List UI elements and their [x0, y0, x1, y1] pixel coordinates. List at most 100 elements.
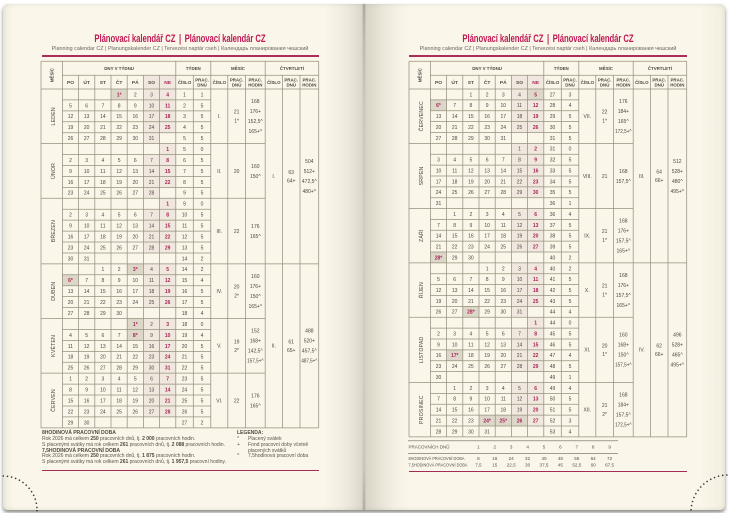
svg-text:5: 5	[183, 147, 186, 153]
svg-text:0: 0	[569, 321, 572, 327]
svg-text:IV.: IV.	[639, 348, 645, 354]
svg-text:5: 5	[569, 190, 572, 196]
svg-text:5: 5	[201, 213, 204, 219]
svg-text:66+: 66+	[655, 352, 664, 358]
svg-text:10: 10	[484, 223, 490, 229]
svg-text:15: 15	[492, 462, 498, 467]
svg-text:28: 28	[149, 191, 155, 197]
svg-text:24: 24	[436, 190, 442, 196]
svg-text:3: 3	[518, 266, 521, 272]
svg-text:7: 7	[518, 331, 521, 337]
svg-text:MĚSÍC: MĚSÍC	[599, 66, 614, 71]
svg-text:PRAC.: PRAC.	[303, 77, 317, 82]
svg-text:5: 5	[201, 224, 204, 230]
svg-text:17: 17	[100, 398, 106, 404]
svg-text:9: 9	[608, 445, 611, 450]
svg-text:3: 3	[486, 212, 489, 218]
svg-text:20: 20	[501, 353, 507, 359]
svg-text:18: 18	[116, 398, 122, 404]
svg-text:21: 21	[182, 355, 188, 361]
svg-text:11: 11	[149, 278, 154, 284]
svg-text:5: 5	[201, 125, 204, 131]
svg-text:25: 25	[100, 191, 106, 197]
svg-text:8: 8	[69, 387, 72, 393]
svg-text:18: 18	[452, 179, 458, 185]
svg-text:ST: ST	[468, 80, 474, 86]
svg-text:14: 14	[149, 169, 155, 175]
svg-text:3: 3	[183, 114, 186, 120]
svg-text:1: 1	[569, 201, 572, 207]
svg-text:16: 16	[468, 408, 474, 414]
svg-text:3: 3	[437, 158, 440, 164]
svg-text:487,5+^: 487,5+^	[301, 359, 318, 365]
svg-text:7,5: 7,5	[475, 462, 482, 467]
svg-text:11: 11	[501, 223, 506, 229]
svg-text:28: 28	[517, 364, 523, 370]
svg-text:PRAC.: PRAC.	[652, 77, 666, 82]
svg-text:25: 25	[149, 300, 155, 306]
svg-text:0: 0	[201, 202, 204, 208]
svg-text:7,5HODINOVÁ PRACOVNÍ DOBA: 7,5HODINOVÁ PRACOVNÍ DOBA	[409, 461, 469, 467]
svg-text:165+^: 165+^	[249, 304, 263, 310]
svg-text:23: 23	[68, 245, 74, 251]
svg-text:29: 29	[116, 136, 122, 142]
svg-text:7: 7	[576, 445, 579, 450]
svg-text:165^: 165^	[250, 234, 261, 240]
svg-text:4: 4	[569, 429, 572, 435]
svg-text:28: 28	[100, 136, 106, 142]
svg-text:21: 21	[116, 355, 122, 361]
svg-text:63: 63	[288, 170, 294, 176]
svg-text:5: 5	[201, 234, 204, 240]
svg-text:2: 2	[69, 158, 72, 164]
svg-text:7: 7	[85, 278, 88, 284]
svg-text:31: 31	[550, 136, 556, 142]
svg-text:8*: 8*	[133, 333, 138, 339]
svg-text:14: 14	[452, 114, 458, 120]
svg-text:5: 5	[569, 331, 572, 337]
svg-text:28*: 28*	[467, 310, 475, 316]
svg-text:22: 22	[133, 355, 139, 361]
svg-text:19: 19	[468, 179, 474, 185]
svg-text:19: 19	[84, 355, 90, 361]
svg-text:165+^: 165+^	[617, 303, 631, 309]
svg-text:17: 17	[133, 289, 139, 295]
svg-text:495+^: 495+^	[671, 363, 685, 369]
svg-text:11: 11	[116, 387, 121, 393]
svg-text:VII.: VII.	[584, 114, 592, 120]
svg-text:21: 21	[149, 180, 155, 186]
svg-text:31: 31	[501, 136, 507, 142]
svg-text:7: 7	[437, 223, 440, 229]
svg-text:5: 5	[569, 114, 572, 120]
svg-text:2*: 2*	[602, 412, 607, 418]
svg-text:56: 56	[574, 456, 580, 461]
svg-text:13: 13	[100, 344, 106, 350]
svg-text:2: 2	[486, 92, 489, 98]
svg-text:25: 25	[100, 245, 106, 251]
svg-text:2: 2	[470, 212, 473, 218]
svg-text:3: 3	[85, 158, 88, 164]
svg-text:22: 22	[68, 409, 74, 415]
svg-text:26: 26	[436, 310, 442, 316]
svg-text:47: 47	[550, 353, 556, 359]
svg-text:49: 49	[550, 375, 556, 381]
svg-text:1*: 1*	[602, 238, 607, 244]
svg-text:4: 4	[453, 158, 456, 164]
svg-text:5: 5	[569, 245, 572, 251]
svg-text:19: 19	[234, 339, 240, 345]
svg-text:19: 19	[182, 333, 188, 339]
svg-text:14: 14	[116, 344, 122, 350]
svg-text:16: 16	[84, 398, 90, 404]
svg-text:12: 12	[533, 103, 539, 109]
svg-text:7: 7	[437, 397, 440, 403]
svg-text:7: 7	[118, 333, 121, 339]
svg-text:10: 10	[149, 103, 155, 109]
svg-text:5: 5	[118, 158, 121, 164]
svg-text:18: 18	[68, 355, 74, 361]
svg-text:7: 7	[166, 377, 169, 383]
svg-text:24: 24	[452, 364, 458, 370]
svg-text:10: 10	[84, 169, 90, 175]
svg-text:KVĚTEN: KVĚTEN	[49, 335, 57, 357]
svg-text:X.: X.	[585, 288, 590, 294]
svg-text:VIII.: VIII.	[583, 174, 592, 180]
svg-text:NE: NE	[532, 80, 540, 86]
